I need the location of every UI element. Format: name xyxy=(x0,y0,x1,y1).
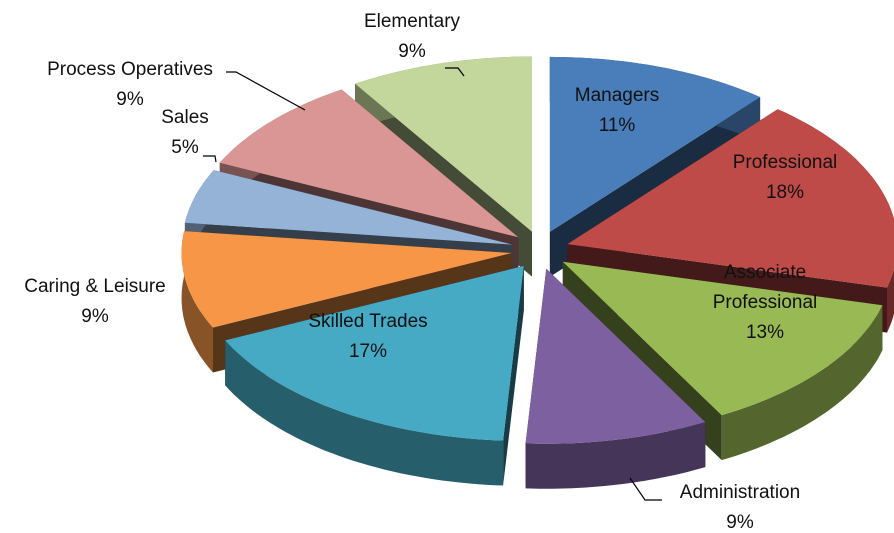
value-label: 9% xyxy=(81,306,109,327)
slice xyxy=(567,109,894,288)
leader-line xyxy=(203,155,217,163)
leader-line xyxy=(226,71,306,111)
value-label: 9% xyxy=(726,512,754,533)
slice xyxy=(562,261,883,416)
slice-label: Administration 9% xyxy=(640,478,840,533)
slice xyxy=(181,231,512,328)
value-label: 9% xyxy=(398,41,426,62)
slice-label: Caring & Leisure 9% xyxy=(0,272,195,332)
slice xyxy=(355,56,532,232)
value-label: 17% xyxy=(348,341,388,362)
leader-line xyxy=(445,67,465,77)
slice-side xyxy=(525,422,706,489)
slice-label: Skilled Trades 17% xyxy=(268,307,468,367)
slice xyxy=(225,265,524,486)
value-label: 13% xyxy=(745,322,785,343)
slice-side xyxy=(225,340,504,486)
slice-side xyxy=(181,231,213,373)
slice-label: Process Operatives 9% xyxy=(30,55,230,115)
slice-side xyxy=(721,305,883,461)
slice xyxy=(225,265,524,441)
leader-line xyxy=(629,477,662,501)
slice xyxy=(549,56,761,232)
slice xyxy=(219,89,519,238)
slice-label: Elementary 9% xyxy=(312,7,512,67)
value-label: 9% xyxy=(116,89,144,110)
value-label: 18% xyxy=(765,182,805,203)
slice-label: Associate Professional 13% xyxy=(690,258,840,348)
slice-label: Professional 18% xyxy=(685,148,885,208)
value-label: 5% xyxy=(171,137,199,158)
slice-label: Sales 5% xyxy=(85,103,285,163)
slice xyxy=(525,268,706,444)
value-label: 11% xyxy=(598,115,636,136)
slice xyxy=(525,268,706,489)
slice xyxy=(184,170,513,245)
slice-label: Managers 11% xyxy=(542,81,692,141)
slice-wall xyxy=(503,265,524,486)
